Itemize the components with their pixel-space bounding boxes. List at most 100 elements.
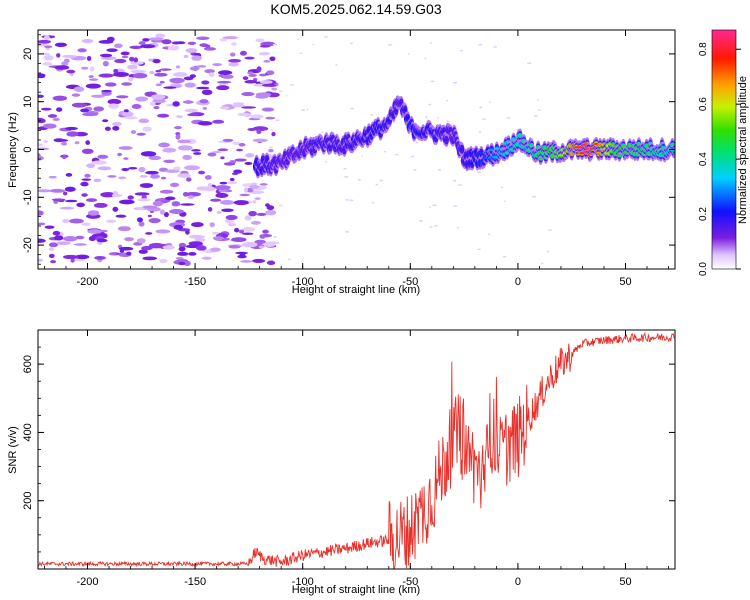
- spectrogram-noise-blob: [413, 168, 417, 171]
- spectrogram-noise-blob: [178, 261, 186, 266]
- spectrogram-noise-blob: [142, 205, 158, 209]
- spectrogram-noise-blob: [65, 199, 78, 203]
- spectrogram-noise-blob: [137, 198, 151, 202]
- spectrogram-noise-blob: [197, 121, 213, 126]
- spectrogram-noise-blob: [370, 114, 374, 116]
- spectrogram-noise-blob: [270, 129, 274, 131]
- spectrogram-noise-blob: [187, 41, 197, 46]
- spectrogram-noise-blob: [375, 183, 379, 186]
- snr-x-tick-label: 0: [515, 576, 521, 588]
- snr-y-tick-label: 600: [22, 355, 34, 373]
- snr-panel: -200 -150 -100 -50 0 50 200 400 600 Height of s…: [7, 329, 676, 596]
- spectrogram-noise-blob: [73, 86, 85, 92]
- spectrogram-noise-blob: [237, 254, 247, 259]
- spectrogram-noise-blob: [108, 103, 119, 109]
- spectrogram-noise-blob: [219, 199, 235, 205]
- spectrogram-noise-blob: [244, 80, 258, 84]
- spectrogram-noise-blob: [275, 119, 280, 121]
- spectrogram-noise-blob: [49, 188, 66, 193]
- spectrogram-y-tick-label: 20: [22, 48, 34, 60]
- spectrogram-noise-blob: [241, 91, 255, 97]
- spectrogram-noise-blob: [184, 108, 199, 113]
- spectrogram-noise-blob: [93, 178, 102, 182]
- spectrogram-noise-blob: [159, 189, 174, 194]
- spectrogram-noise-blob: [169, 209, 184, 214]
- spectrogram-ridge-mark: [459, 147, 465, 151]
- spectrogram-noise-blob: [187, 113, 200, 117]
- spectrogram-noise-blob: [148, 155, 162, 161]
- spectrogram-noise-blob: [178, 145, 193, 151]
- spectrogram-noise-blob: [271, 87, 278, 91]
- spectrogram-noise-blob: [80, 108, 90, 113]
- spectrogram-x-tick-label: 50: [619, 276, 631, 288]
- spectrogram-noise-blob: [42, 62, 53, 66]
- spectrogram-noise-blob: [537, 109, 541, 112]
- spectrogram-noise-blob: [184, 82, 196, 88]
- spectrogram-noise-blob: [196, 65, 207, 68]
- spectrogram-noise-blob: [191, 55, 202, 61]
- spectrogram-noise-blob: [126, 251, 132, 256]
- spectrogram-noise-blob: [149, 101, 156, 107]
- spectrogram-noise-blob: [548, 229, 553, 231]
- spectrogram-noise-blob: [159, 80, 165, 84]
- spectrogram-x-tick-label: -50: [402, 276, 418, 288]
- spectrogram-noise-blob: [178, 246, 186, 252]
- spectrogram-noise-blob: [173, 166, 181, 171]
- spectrogram-noise-blob: [42, 123, 57, 129]
- spectrogram-noise-blob: [44, 45, 53, 49]
- spectrogram-noise-blob: [86, 56, 92, 61]
- spectrogram-noise-blob: [148, 242, 165, 249]
- spectrogram-noise-blob: [230, 52, 236, 57]
- spectrogram-x-tick-label: -100: [292, 276, 314, 288]
- spectrogram-ridge-mark: [393, 109, 399, 112]
- spectrogram-noise-blob: [211, 150, 222, 154]
- spectrogram-noise-blob: [349, 42, 354, 45]
- spectrogram-noise-blob: [252, 200, 257, 204]
- spectrogram-noise-blob: [112, 190, 118, 196]
- spectrogram-noise-blob: [259, 80, 273, 84]
- spectrogram-noise-blob: [231, 42, 237, 46]
- spectrogram-noise-blob: [177, 139, 191, 144]
- spectrogram-noise-blob: [271, 131, 276, 137]
- spectrogram-noise-blob: [252, 126, 269, 132]
- spectrogram-noise-blob: [216, 210, 222, 215]
- spectrogram-noise-blob: [433, 225, 438, 227]
- spectrogram-noise-blob: [124, 237, 134, 242]
- spectrogram-noise-blob: [244, 215, 252, 221]
- spectrogram-noise-blob: [136, 217, 143, 223]
- spectrogram-noise-blob: [245, 153, 255, 158]
- spectrogram-noise-blob: [87, 229, 102, 234]
- spectrogram-noise-blob: [506, 117, 511, 119]
- spectrogram-noise-blob: [188, 241, 203, 246]
- spectrogram-noise-blob: [48, 175, 57, 179]
- spectrogram-noise-blob: [482, 118, 487, 120]
- spectrogram-noise-blob: [191, 222, 204, 228]
- spectrogram-ridge-mark: [515, 142, 520, 146]
- spectrogram-noise-blob: [133, 57, 139, 63]
- spectrogram-noise-blob: [182, 100, 194, 104]
- spectrogram-noise-blob: [163, 211, 169, 218]
- spectrogram-noise-blob: [94, 255, 106, 260]
- spectrogram-noise-blob: [357, 178, 361, 181]
- spectrogram-noise-blob: [163, 159, 176, 163]
- spectrogram-noise-blob: [81, 38, 94, 44]
- spectrogram-noise-blob: [136, 238, 146, 244]
- spectrogram-noise-blob: [183, 260, 191, 266]
- spectrogram-noise-blob: [106, 219, 117, 223]
- spectrogram-noise-blob: [243, 187, 248, 193]
- spectrogram-noise-blob: [249, 190, 265, 195]
- spectrogram-noise-blob: [259, 234, 266, 239]
- spectrogram-noise-blob: [299, 52, 303, 55]
- spectrogram-noise-blob: [120, 51, 130, 56]
- spectrogram-noise-blob: [167, 45, 180, 51]
- spectrogram-noise-blob: [169, 182, 180, 188]
- spectrogram-noise-blob: [175, 132, 181, 136]
- spectrogram-noise-blob: [70, 258, 75, 263]
- spectrogram-noise-blob: [52, 95, 68, 101]
- spectrogram-noise-blob: [54, 42, 67, 48]
- snr-x-tick-label: -150: [184, 576, 206, 588]
- spectrogram-noise-blob: [209, 247, 221, 252]
- spectrogram-noise-blob: [172, 101, 180, 107]
- spectrogram-noise-blob: [182, 154, 192, 160]
- spectrogram-noise-blob: [118, 176, 127, 180]
